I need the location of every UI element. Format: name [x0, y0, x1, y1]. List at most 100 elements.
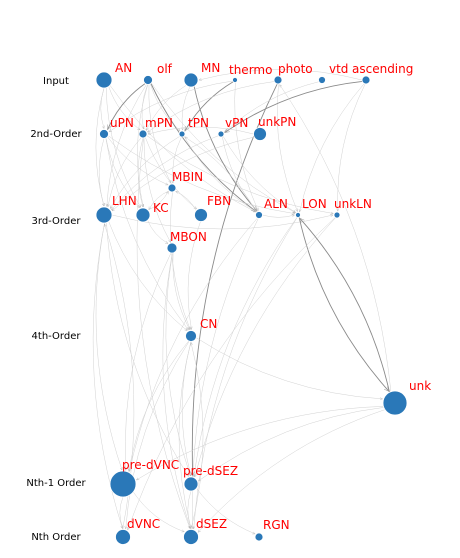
- edge-mpn-to-fbn: [145, 137, 196, 209]
- node-label-thermo: thermo: [229, 63, 272, 77]
- node-labels-layer: AN olf MN thermo photo vtd ascending uPN mPN tPN v…: [110, 61, 431, 532]
- edge-unk-to-photo: [279, 85, 392, 392]
- edge-olf-to-upn: [107, 83, 146, 130]
- edge-aln-to-lon: [262, 215, 295, 218]
- node-label-mpn: mPN: [145, 116, 173, 130]
- edge-an-to-lhn: [95, 87, 104, 206]
- node-pre-dsez: [183, 476, 199, 492]
- node-dsez: [183, 529, 199, 545]
- edge-pre-dsez-to-rgn: [196, 488, 256, 534]
- edge-lon-to-pre-dsez: [194, 217, 298, 476]
- edge-thermo-to-aln: [234, 82, 259, 211]
- node-label-mbon: MBON: [170, 230, 207, 244]
- node-label-unkpn: unkPN: [258, 115, 296, 129]
- edge-ascending-to-vpn: [225, 80, 363, 132]
- edge-mpn-to-mbon: [143, 137, 171, 242]
- node-mn: [183, 72, 199, 88]
- edge-lhn-to-cn: [108, 221, 188, 331]
- row-label-fourth: 4th-Order: [32, 331, 82, 342]
- edge-mn-to-aln: [193, 86, 257, 211]
- node-label-olf: olf: [157, 62, 173, 76]
- node-fbn: [194, 208, 208, 222]
- edge-cn-to-dsez: [178, 341, 191, 529]
- edge-mbin-to-kc: [148, 190, 170, 210]
- node-dvnc: [115, 529, 131, 545]
- edge-an-to-kc: [105, 87, 142, 208]
- edge-upn-to-kc: [105, 138, 140, 208]
- edge-unk-to-lon: [300, 218, 390, 393]
- node-thermo: [232, 77, 238, 83]
- edge-thermo-to-tpn: [184, 81, 234, 131]
- edge-unkln-to-pre-dsez: [195, 217, 336, 477]
- edge-thermo-to-upn: [109, 80, 233, 132]
- node-label-ascending: ascending: [352, 62, 413, 76]
- edge-an-to-aln: [109, 85, 256, 213]
- edge-olf-to-lhn: [107, 84, 147, 206]
- edge-lon-to-dsez: [194, 217, 298, 529]
- edge-aln-to-tpn: [185, 136, 257, 213]
- node-kc: [135, 207, 151, 223]
- row-label-third: 3rd-Order: [32, 216, 82, 227]
- edge-olf-to-lon: [151, 82, 295, 213]
- node-mpn: [138, 129, 148, 139]
- edge-unkpn-to-mpn: [148, 126, 254, 134]
- node-lon: [295, 212, 301, 218]
- node-unkpn: [253, 127, 267, 141]
- node-label-cn: CN: [200, 317, 217, 331]
- edge-mbon-to-dsez: [162, 252, 191, 529]
- edge-mn-to-mpn: [146, 84, 187, 130]
- edge-pre-dvnc-to-dsez: [133, 491, 184, 532]
- edge-lhn-to-pre-dsez: [106, 222, 189, 477]
- node-label-dvnc: dVNC: [127, 517, 160, 531]
- node-label-unkln: unkLN: [334, 197, 372, 211]
- edge-vpn-to-lhn: [111, 135, 219, 210]
- edge-upn-to-lon: [108, 135, 295, 214]
- edge-mbin-to-cn: [170, 191, 190, 330]
- row-labels-layer: Input 2nd-Order 3rd-Order 4th-Order Nth-1 Or…: [26, 76, 86, 543]
- node-label-pre-dvnc: pre-dVNC: [122, 458, 179, 472]
- node-cn: [185, 330, 197, 342]
- edge-photo-to-lon: [276, 83, 298, 212]
- node-label-mbin: MBIN: [172, 170, 203, 184]
- node-vpn: [217, 130, 225, 138]
- edge-unkpn-to-lhn: [112, 136, 255, 211]
- edge-mpn-to-lhn: [108, 137, 142, 207]
- edge-an-to-mpn: [108, 86, 140, 130]
- edge-mpn-to-unkln: [146, 135, 334, 214]
- edge-olf-to-kc: [137, 84, 149, 208]
- edge-tpn-to-aln: [183, 136, 256, 212]
- node-photo: [273, 75, 283, 85]
- edge-vpn-to-lon: [222, 136, 296, 213]
- edge-upn-to-cn: [105, 138, 189, 330]
- edge-ascending-to-unkln: [338, 83, 366, 211]
- edges-layer: [92, 69, 392, 534]
- node-label-tpn: tPN: [188, 116, 209, 130]
- edge-upn-to-mbin: [107, 136, 169, 186]
- edge-pre-dvnc-to-dvnc: [119, 496, 123, 529]
- edge-mpn-to-dsez: [136, 137, 190, 529]
- edge-fbn-to-mbin: [176, 191, 197, 211]
- node-rgn: [254, 532, 264, 542]
- edge-unk-to-pre-dsez: [198, 407, 384, 481]
- edge-ascending-to-mn: [199, 69, 363, 81]
- edge-tpn-to-lhn: [109, 135, 181, 208]
- edge-mpn-to-kc: [137, 137, 143, 207]
- edge-unk-to-pre-dvnc: [136, 406, 384, 481]
- edge-cn-to-pre-dvnc: [129, 340, 189, 471]
- edge-lon-to-unk: [298, 217, 389, 391]
- node-label-lon: LON: [302, 197, 327, 211]
- node-mbon: [166, 242, 178, 254]
- node-mbin: [167, 183, 177, 193]
- node-label-vpn: vPN: [225, 116, 248, 130]
- edge-olf-to-aln: [150, 83, 256, 212]
- node-vtd: [318, 76, 326, 84]
- node-label-unk: unk: [409, 379, 431, 393]
- node-aln: [255, 211, 263, 219]
- edge-lhn-to-pre-dvnc: [95, 222, 122, 470]
- node-an: [95, 71, 113, 89]
- edge-upn-to-lhn: [98, 138, 104, 207]
- node-lhn: [95, 206, 113, 224]
- edge-kc-to-mbon: [147, 220, 168, 244]
- node-unk: [382, 390, 408, 416]
